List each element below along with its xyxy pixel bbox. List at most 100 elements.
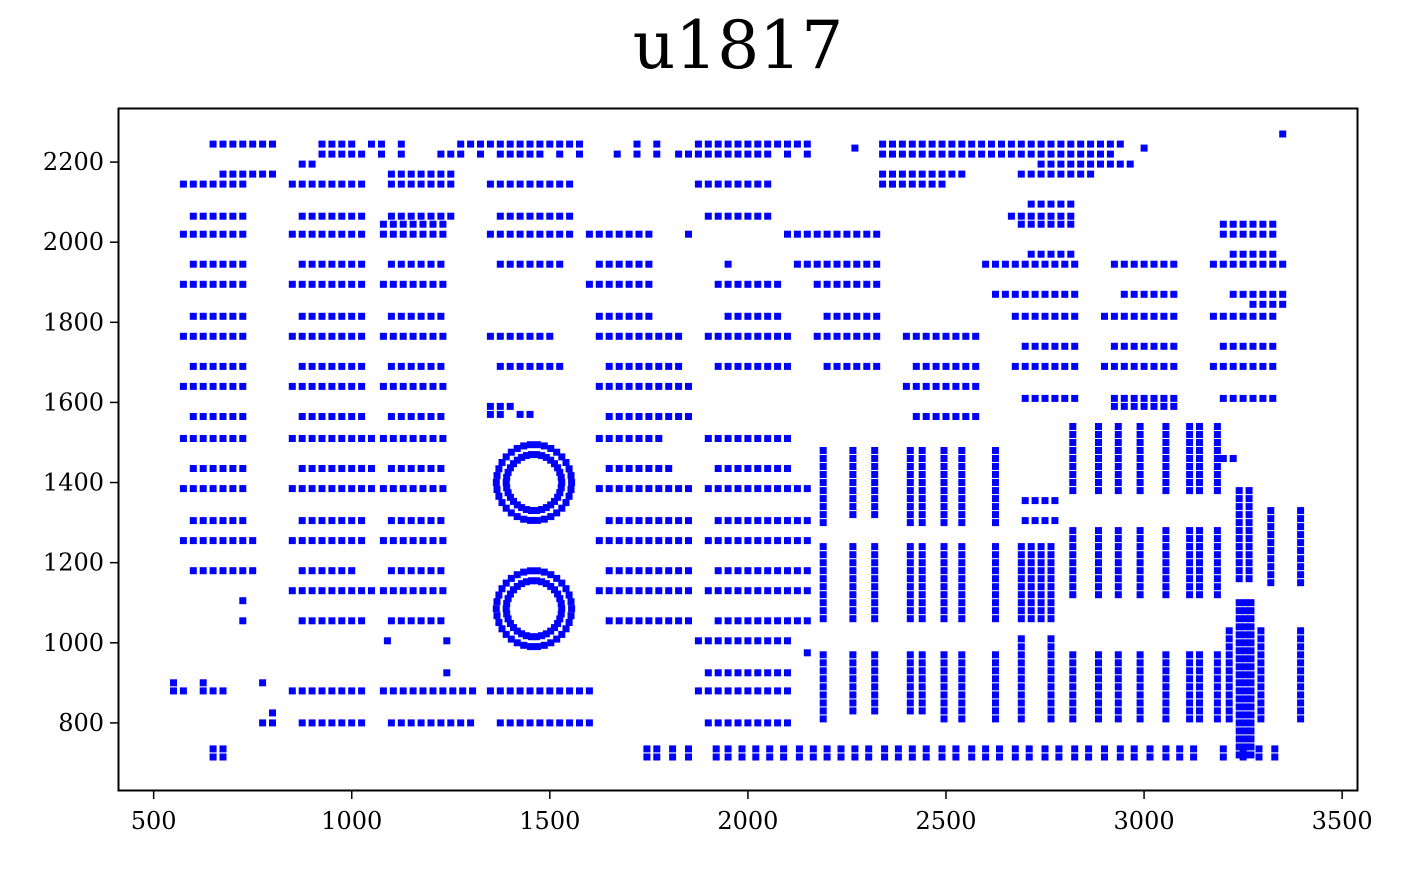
data-point: [527, 507, 535, 514]
data-point: [407, 413, 415, 420]
data-point: [1196, 551, 1203, 559]
data-point: [520, 442, 528, 450]
data-point: [928, 170, 936, 178]
data-point: [1110, 402, 1118, 410]
x-tick-label: 2500: [915, 807, 976, 835]
data-point: [1120, 362, 1128, 370]
data-point: [1037, 250, 1045, 258]
data-point: [928, 140, 936, 148]
data-point: [837, 745, 845, 753]
data-point: [774, 362, 782, 370]
data-point: [189, 485, 197, 493]
data-point: [542, 453, 550, 461]
data-point: [379, 537, 387, 545]
data-point: [1235, 751, 1243, 759]
data-point: [170, 687, 177, 695]
data-point: [635, 382, 643, 390]
data-point: [189, 537, 197, 545]
data-point: [898, 140, 906, 148]
data-point: [1047, 150, 1055, 158]
data-point: [298, 485, 306, 493]
data-point: [219, 312, 227, 320]
data-point: [1130, 342, 1138, 350]
data-point: [754, 537, 762, 545]
data-point: [1095, 659, 1102, 667]
data-point: [853, 280, 861, 288]
data-point: [849, 615, 857, 623]
data-point: [553, 574, 561, 582]
data-point: [1114, 659, 1122, 667]
data-point: [328, 485, 336, 493]
data-point: [189, 180, 197, 188]
data-point: [849, 599, 857, 607]
data-point: [635, 312, 643, 320]
data-point: [992, 615, 999, 623]
data-point: [803, 140, 811, 148]
data-point: [849, 667, 857, 675]
data-point: [918, 150, 926, 158]
data-point: [1095, 527, 1102, 535]
data-point: [694, 637, 702, 645]
data-point: [1160, 260, 1168, 268]
data-point: [940, 615, 948, 623]
data-point: [625, 485, 633, 493]
x-tick-label: 2000: [717, 807, 778, 835]
data-point: [849, 447, 857, 454]
data-point: [625, 617, 633, 625]
data-point: [704, 180, 712, 188]
data-point: [520, 641, 528, 649]
data-point: [209, 260, 217, 268]
data-point: [1097, 150, 1104, 158]
data-point: [625, 413, 633, 420]
data-point: [1047, 683, 1055, 691]
data-point: [209, 745, 217, 753]
data-point: [397, 465, 405, 472]
data-point: [1095, 535, 1102, 543]
data-point: [298, 567, 306, 575]
y-tick-label: 1000: [43, 629, 104, 657]
data-point: [942, 362, 950, 370]
data-point: [259, 719, 267, 727]
data-point: [358, 150, 366, 158]
data-point: [379, 435, 387, 442]
data-point: [1047, 607, 1055, 615]
data-point: [675, 382, 683, 390]
data-point: [554, 464, 562, 472]
data-point: [819, 567, 827, 575]
data-point: [1297, 691, 1305, 699]
data-point: [397, 719, 405, 727]
data-point: [734, 537, 742, 545]
data-point: [1011, 260, 1019, 268]
data-point: [1067, 170, 1075, 178]
data-point: [348, 212, 356, 220]
data-point: [1247, 711, 1255, 719]
data-point: [958, 170, 966, 178]
data-point: [784, 669, 791, 677]
data-point: [902, 332, 910, 340]
y-tick-label: 2200: [43, 148, 104, 176]
data-point: [1031, 394, 1039, 402]
data-point: [219, 212, 227, 220]
data-point: [496, 687, 504, 695]
data-point: [199, 485, 207, 493]
data-point: [1162, 551, 1170, 559]
data-point: [595, 587, 603, 595]
data-point: [1150, 290, 1158, 298]
data-point: [605, 435, 613, 442]
data-point: [889, 170, 896, 178]
data-point: [1239, 290, 1247, 298]
data-point: [556, 687, 564, 695]
data-point: [338, 382, 346, 390]
data-point: [229, 382, 237, 390]
data-point: [1235, 535, 1243, 543]
data-point: [1017, 551, 1025, 559]
data-point: [734, 212, 742, 220]
data-point: [1241, 599, 1249, 607]
data-point: [1114, 543, 1122, 551]
data-point: [645, 567, 653, 575]
data-point: [467, 719, 475, 727]
data-point: [199, 537, 207, 545]
data-point: [764, 669, 772, 677]
data-point: [754, 280, 762, 288]
data-point: [239, 280, 247, 288]
